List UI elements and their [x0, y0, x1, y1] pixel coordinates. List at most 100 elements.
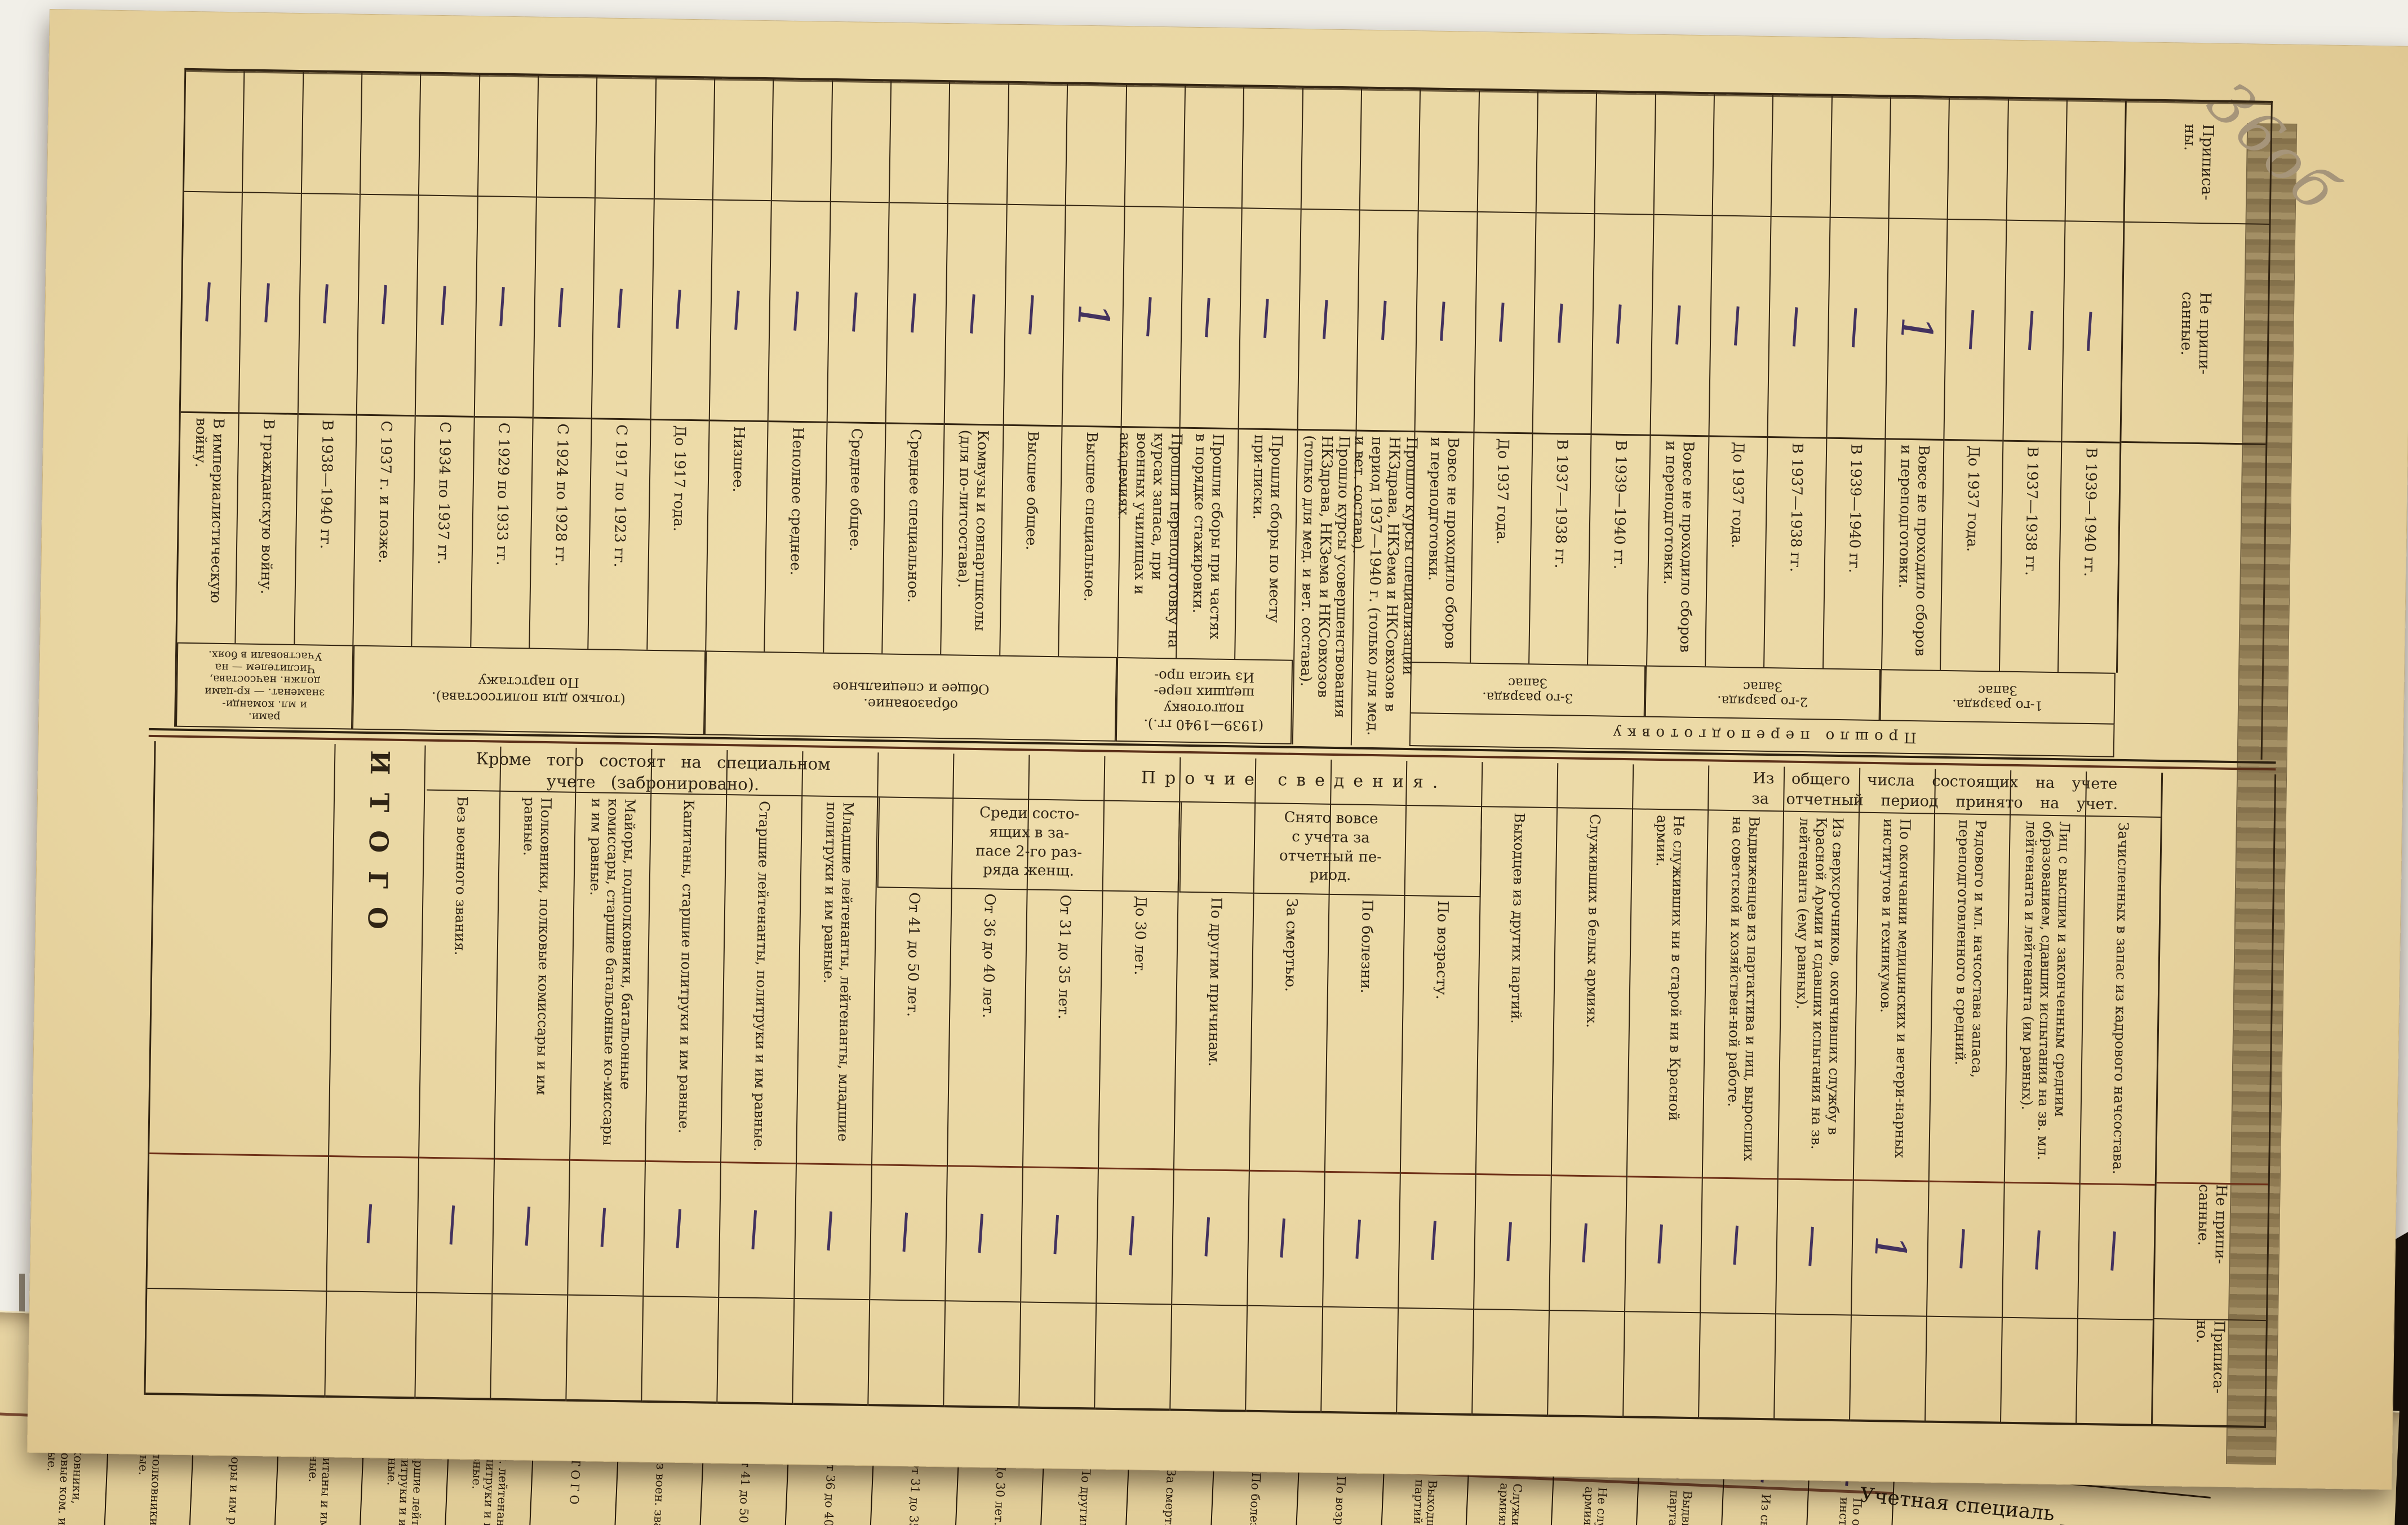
handwritten-mark: — [420, 281, 473, 331]
corner-cell [2157, 773, 2274, 1183]
table-column: — До 1937 года. [1940, 97, 2008, 671]
handwritten-mark: — [1637, 1219, 1691, 1270]
column-header: От 36 до 40 лет. [979, 893, 999, 1018]
column-header: Капитаны, старшие политруки и им равные. [675, 799, 698, 1134]
handwritten-mark: — [1302, 294, 1355, 345]
table-column: — В 1939—1940 гг. [2057, 100, 2126, 673]
table-column: По окончании медицинских и ветери-нарных… [1849, 768, 1935, 1423]
table-column: — Прошли сборы по месту при-писки. [1234, 87, 1302, 660]
itogo-column: И Т О Г О — [324, 744, 425, 1399]
group-zapas-3: 3-го разряда. Запас [1409, 662, 1646, 717]
column-header: Выдвиженцев из партактива. [1662, 1484, 1694, 1525]
handwritten-mark: — [1033, 1209, 1087, 1261]
handwritten-mark: — [244, 278, 297, 329]
table-column: Зачисленных в запас из кадрового начсост… [2076, 771, 2162, 1426]
table-column: — С 1917 по 1923 гг. [587, 77, 655, 650]
column-header: Полковники, полковые комиссары и им равн… [520, 797, 555, 1096]
handwritten-mark: — [958, 1208, 1011, 1260]
column-header: По возрасту. [1331, 1475, 1348, 1525]
table-top-band: — В империалистическую войну. — В гражданс… [174, 68, 2273, 760]
handwritten-mark: — [1949, 304, 2002, 356]
column-header: В 1938—1940 гг. [317, 419, 336, 549]
column-header: Не служивших в армиях. [1580, 1486, 1609, 1525]
column-header: Старшие лейтенанты, политруки и им равны… [751, 800, 773, 1152]
column-header: Не служивших ни в старой ни в Красной ар… [1653, 814, 1687, 1121]
column-header: По болезни. [1246, 1472, 1263, 1525]
table-column: — Среднее специальное. [881, 81, 950, 654]
column-header: И Т О Г О [362, 750, 396, 934]
column-header: В 1939—1940 гг. [1610, 440, 1630, 570]
handwritten-mark: — [2008, 305, 2061, 357]
table-column: — В гражданскую войну. [234, 71, 303, 644]
column-header: В 1937—1938 гг. [1551, 439, 1571, 569]
column-header: Высшее специальное. [1080, 432, 1101, 602]
group-zapas-block: 3-го разряда. Запас 2-го разряда. Запас 1-… [1409, 662, 2116, 757]
table-column: — Прошли сборы при частях в порядке стажи… [1176, 86, 1244, 659]
column-header: Выдвиженцев из партактива и лиц, выросши… [1724, 815, 1763, 1162]
handwritten-mark: — [1832, 303, 1884, 354]
handwritten-mark: — [1411, 1216, 1464, 1267]
handwritten-mark: — [185, 277, 238, 328]
column-header: Прошли сборы при частях в порядке стажир… [1189, 433, 1227, 640]
group-uchastvovali-v-boyakh: рами. и мл. команди- знаменат. — кр-цами д… [176, 642, 353, 730]
row-label-ne-prippisany: Не припи-санные. [2178, 291, 2214, 375]
handwritten-mark: 1 [1067, 298, 1120, 334]
column-header: Из сверхсрочников. [1754, 1488, 1772, 1525]
table-column: Не служивших ни в старой ни в Красной ар… [1622, 764, 1709, 1420]
handwritten-mark: — [1596, 299, 1649, 350]
column-header: До 1937 года. [1493, 438, 1512, 545]
handwritten-mark: — [656, 1204, 709, 1255]
table-column: — Неполное среднее. [764, 79, 832, 653]
column-header: До 1917 года. [669, 425, 689, 532]
column-header: Среднее специальное. [904, 429, 924, 604]
stub-column [145, 741, 334, 1398]
table-column: 1 Вовсе не проходило сборов и переподгото… [1881, 97, 1949, 670]
column-header: Рядового и мл. начсостава запаса, перепо… [1952, 819, 1989, 1078]
handwritten-mark: — [731, 1205, 784, 1256]
table-column: — В 1937—1938 гг. [1998, 99, 2066, 672]
group-iz-obshchego-chisla: Из общего числа состоящих на учете за отч… [1708, 765, 2162, 818]
column-header: В гражданскую войну. [257, 419, 277, 595]
table-column: — До 1937 года. [1704, 94, 1773, 667]
column-header: Зачисленных в запас из кадрового начсост… [2109, 822, 2132, 1174]
column-header: Лиц с высшим и законченным средним образ… [2019, 821, 2073, 1160]
column-header: Низшее. [729, 426, 748, 493]
handwritten-mark: — [1184, 1212, 1238, 1263]
group-partstazh: (только для политсостава). По партстажу [352, 645, 706, 735]
table-column: — В империалистическую войну. [177, 70, 244, 643]
handwritten-mark: — [890, 288, 944, 339]
column-header: Вовсе не проходило сборов и переподготов… [1895, 444, 1932, 657]
table-column: Рядового и мл. начсостава запаса, перепо… [1924, 769, 2011, 1424]
handwritten-mark: — [1537, 298, 1590, 349]
handwritten-mark: — [303, 278, 356, 330]
column-header: В империалистическую войну. [192, 418, 227, 604]
column-header: Без военного звания. [451, 796, 471, 956]
group-krome-togo-zabronirovano: Кроме того состоят на специальном учете (… [426, 745, 880, 798]
table-column: — Прошло курсы специализации НКЗдрава, НК… [1349, 88, 1420, 747]
table-column: — В 1938—1940 гг. [294, 72, 362, 645]
document-page-36v: 36об — В империалистическую войну. — В гра… [26, 9, 2408, 1490]
handwritten-mark: — [2015, 1225, 2068, 1276]
column-header: С 1924 по 1928 гг. [552, 423, 571, 567]
uchet-spec-label: Учетная специаль [1859, 1483, 2056, 1525]
column-header: В 1939—1940 гг. [1845, 444, 1865, 574]
handwritten-mark: — [1939, 1224, 1993, 1275]
handwritten-mark: — [1420, 296, 1473, 347]
handwritten-mark: — [1479, 297, 1532, 348]
column-header: Комвузы и совпартшколы (для по-литсостав… [954, 429, 991, 632]
table-column: — В 1937—1938 гг. [1528, 91, 1597, 664]
table-column: Капитаны, старшие политруки и им равные.… [641, 748, 727, 1404]
handwritten-mark: — [1714, 301, 1767, 352]
handwritten-mark: — [1185, 292, 1238, 344]
column-header: Прошли сборы по месту при-писки. [1249, 434, 1285, 623]
column-header: Среднее общее. [846, 428, 865, 552]
handwritten-mark: — [580, 1203, 633, 1253]
column-header: До 30 лет. [1130, 896, 1150, 976]
handwritten-mark: — [505, 1202, 558, 1252]
column-header: Майоры, подполковники, батальонные комис… [587, 798, 638, 1146]
table-column: — Вовсе не проходило сборов и переподгото… [1411, 90, 1479, 663]
handwritten-mark: — [832, 287, 885, 338]
table-column: Старшие лейтенанты, политруки и им равны… [716, 750, 802, 1405]
column-header: Служивших в белых армиях. [1583, 813, 1603, 1029]
column-header: Из сверхсрочников, окончивших службу в К… [1793, 817, 1847, 1150]
